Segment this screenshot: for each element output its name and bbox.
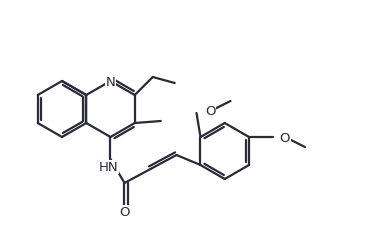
Text: O: O bbox=[205, 105, 216, 118]
Text: O: O bbox=[119, 206, 130, 219]
Text: O: O bbox=[280, 131, 290, 144]
Text: N: N bbox=[106, 75, 115, 88]
Text: HN: HN bbox=[99, 161, 118, 174]
